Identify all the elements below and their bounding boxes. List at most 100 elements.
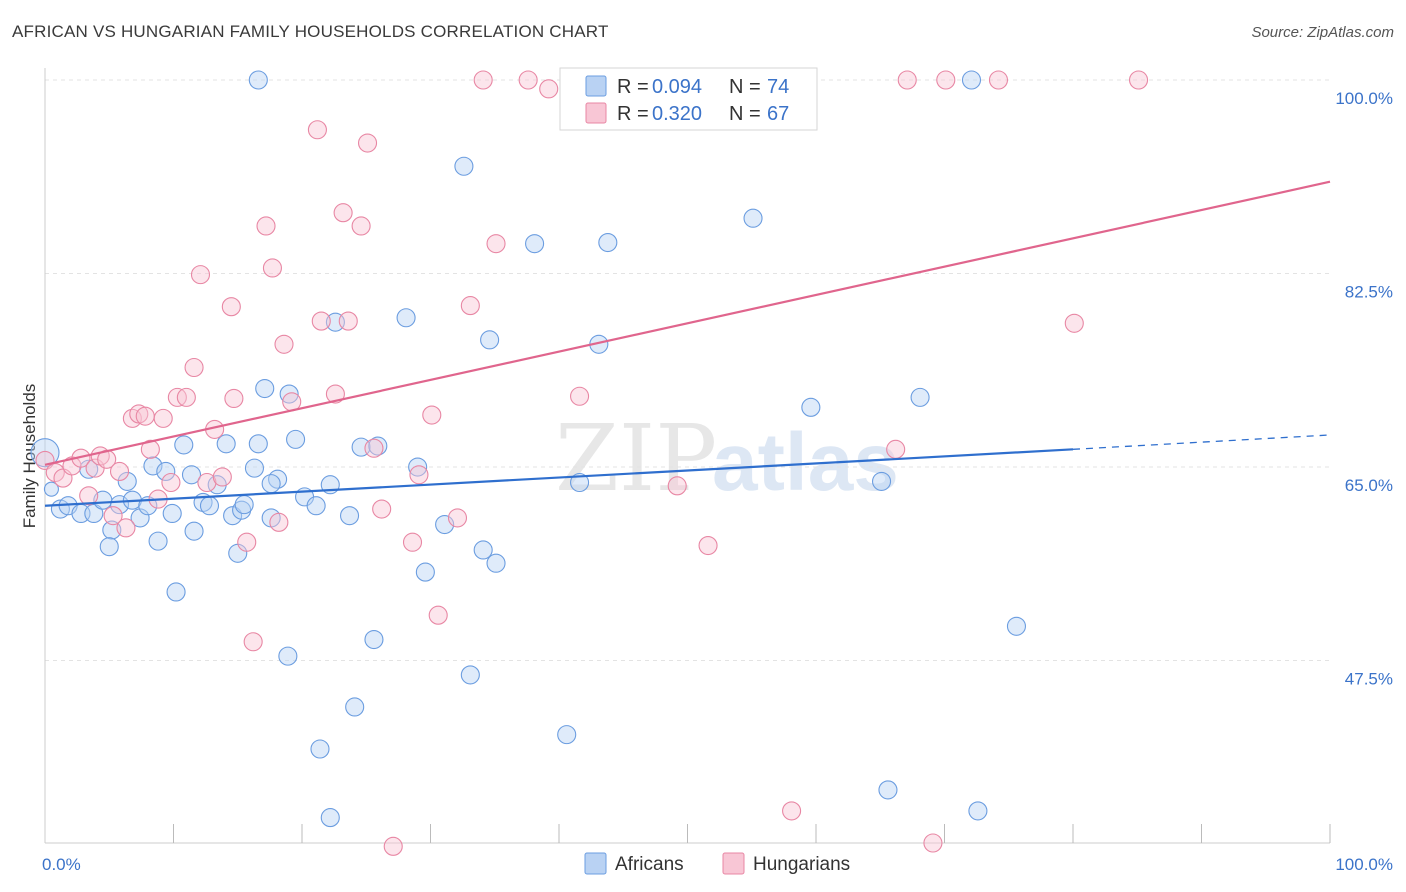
hungarian-point-47 — [422, 405, 442, 425]
hungarian-point-30 — [256, 216, 276, 236]
african-point-71 — [961, 70, 982, 90]
hungarians-points — [35, 70, 1149, 856]
legend-r-label-hungarians: R = — [617, 103, 649, 125]
hungarian-point-39 — [338, 311, 358, 331]
hungarian-point-43 — [372, 499, 392, 519]
african-point-19 — [166, 582, 186, 602]
legend-r-value-africans: 0.094 — [652, 76, 702, 98]
y-tick-label-2: 65.0% — [1345, 476, 1393, 495]
legend-r-label-africans: R = — [617, 76, 649, 98]
hungarian-point-63 — [936, 70, 956, 90]
african-point-49 — [364, 629, 384, 650]
african-point-70 — [248, 70, 268, 90]
hungarian-point-5 — [79, 486, 99, 506]
source-label: Source: ZipAtlas.com — [1251, 24, 1394, 41]
african-point-50 — [396, 308, 416, 328]
watermark: ZIP atlas — [555, 405, 899, 512]
hungarian-point-52 — [486, 234, 506, 254]
hungarian-point-18 — [161, 472, 181, 493]
african-point-31 — [248, 434, 268, 454]
african-point-46 — [310, 739, 330, 759]
african-point-11 — [117, 471, 137, 491]
african-point-63 — [598, 233, 618, 253]
african-point-36 — [286, 429, 306, 449]
hungarian-point-14 — [135, 406, 155, 426]
bottom-legend-label-africans: Africans — [615, 854, 684, 875]
africans-trend-line — [44, 448, 1074, 507]
hungarian-point-56 — [570, 386, 590, 406]
african-point-32 — [255, 378, 275, 399]
african-point-1 — [43, 481, 59, 497]
african-point-15 — [143, 456, 163, 476]
african-point-56 — [473, 540, 493, 560]
african-point-45 — [278, 646, 298, 666]
hungarian-point-29 — [243, 632, 263, 652]
hungarian-point-11 — [116, 518, 136, 538]
african-point-47 — [320, 808, 340, 828]
hungarian-point-28 — [237, 532, 257, 552]
chart-title: AFRICAN VS HUNGARIAN FAMILY HOUSEHOLDS C… — [12, 22, 609, 41]
watermark-atlas: atlas — [712, 417, 899, 508]
x-tick-label-0: 0.0% — [42, 855, 81, 874]
hungarian-point-64 — [988, 70, 1009, 90]
african-point-58 — [486, 553, 506, 573]
hungarian-point-53 — [518, 70, 538, 90]
hungarians-trend-line — [44, 180, 1331, 466]
legend: R = 0.094 N = 74 R = 0.320 N = 67 — [559, 67, 818, 131]
african-point-55 — [460, 665, 480, 685]
hungarian-point-21 — [184, 357, 204, 378]
x-tick-label-1: 100.0% — [1335, 855, 1393, 874]
african-point-51 — [408, 457, 428, 477]
legend-n-label-africans: N = — [729, 76, 761, 98]
africans-trend-extension — [1072, 434, 1331, 450]
hungarian-point-57 — [667, 476, 687, 496]
african-point-21 — [184, 521, 204, 541]
hungarian-point-46 — [409, 465, 429, 485]
african-point-73 — [234, 495, 254, 515]
african-point-22 — [181, 465, 202, 485]
african-point-59 — [525, 234, 545, 254]
hungarian-point-54 — [539, 79, 559, 99]
hungarian-point-45 — [402, 532, 423, 552]
african-point-54 — [454, 156, 474, 176]
axes — [44, 68, 1331, 844]
y-tick-label-0: 100.0% — [1335, 89, 1393, 108]
african-point-52 — [415, 562, 435, 582]
african-point-20 — [174, 435, 194, 455]
african-point-60 — [557, 725, 577, 745]
african-point-44 — [261, 474, 281, 494]
grid-lines — [45, 79, 1330, 662]
legend-n-value-africans: 74 — [767, 76, 789, 98]
legend-swatch-africans — [585, 75, 607, 97]
african-point-61 — [570, 472, 590, 493]
african-point-30 — [244, 458, 265, 478]
bottom-legend-swatch-hungarians — [722, 852, 745, 875]
african-point-38 — [306, 496, 326, 516]
hungarian-point-27 — [224, 388, 244, 409]
legend-n-label-hungarians: N = — [729, 103, 761, 125]
hungarian-point-41 — [357, 133, 378, 153]
trend-lines — [44, 180, 1331, 507]
african-point-5 — [79, 459, 99, 479]
african-point-64 — [743, 208, 763, 228]
african-point-48 — [345, 697, 365, 717]
hungarian-point-32 — [269, 512, 289, 532]
african-point-26 — [216, 434, 236, 454]
y-tick-label-3: 47.5% — [1345, 670, 1393, 689]
african-point-66 — [871, 471, 892, 491]
y-tick-label-1: 82.5% — [1345, 283, 1393, 302]
tick-labels: 100.0% 82.5% 65.0% 47.5% 0.0% 100.0% — [42, 89, 1393, 874]
african-point-24 — [199, 496, 220, 516]
hungarian-point-17 — [153, 408, 173, 428]
african-point-13 — [130, 508, 150, 528]
hungarian-point-33 — [274, 334, 294, 354]
african-point-8 — [102, 520, 122, 540]
legend-swatch-hungarians — [585, 102, 607, 124]
hungarian-point-25 — [212, 467, 232, 487]
hungarian-point-40 — [351, 216, 371, 236]
african-point-16 — [148, 531, 168, 551]
hungarian-point-58 — [698, 535, 718, 556]
hungarian-point-37 — [325, 384, 345, 404]
african-point-57 — [480, 330, 500, 350]
